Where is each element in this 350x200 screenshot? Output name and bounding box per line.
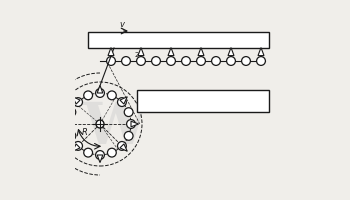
Circle shape — [96, 151, 104, 159]
Circle shape — [167, 57, 175, 65]
Polygon shape — [258, 48, 264, 56]
Circle shape — [152, 57, 160, 65]
Circle shape — [65, 120, 74, 128]
Circle shape — [96, 89, 104, 97]
Circle shape — [124, 131, 133, 140]
Polygon shape — [228, 48, 234, 56]
Circle shape — [127, 120, 135, 128]
Text: W: W — [82, 100, 148, 156]
Circle shape — [121, 57, 131, 65]
Circle shape — [74, 98, 83, 106]
Circle shape — [67, 131, 76, 140]
Circle shape — [67, 108, 76, 117]
Circle shape — [124, 108, 133, 117]
Circle shape — [107, 148, 116, 157]
Polygon shape — [120, 97, 127, 104]
Circle shape — [182, 57, 190, 65]
Polygon shape — [120, 144, 127, 151]
Circle shape — [84, 148, 92, 157]
Polygon shape — [131, 121, 139, 127]
Circle shape — [118, 142, 126, 150]
Circle shape — [136, 57, 145, 65]
Polygon shape — [73, 97, 80, 104]
Bar — [137, 90, 269, 112]
Polygon shape — [168, 48, 174, 56]
Polygon shape — [97, 85, 103, 93]
Polygon shape — [138, 48, 144, 56]
Polygon shape — [198, 48, 204, 56]
Text: R: R — [82, 128, 88, 137]
Circle shape — [107, 91, 116, 100]
Polygon shape — [73, 144, 80, 151]
Circle shape — [197, 57, 205, 65]
Bar — [88, 32, 269, 48]
Polygon shape — [108, 48, 114, 56]
Text: 2: 2 — [134, 52, 139, 58]
Circle shape — [107, 57, 116, 65]
Circle shape — [118, 98, 126, 106]
Circle shape — [257, 57, 265, 65]
Circle shape — [241, 57, 250, 65]
Polygon shape — [61, 121, 69, 127]
Text: v: v — [119, 20, 125, 29]
Circle shape — [84, 91, 92, 100]
Circle shape — [226, 57, 236, 65]
Circle shape — [74, 142, 83, 150]
Polygon shape — [97, 155, 103, 163]
Circle shape — [96, 120, 104, 128]
Circle shape — [212, 57, 220, 65]
